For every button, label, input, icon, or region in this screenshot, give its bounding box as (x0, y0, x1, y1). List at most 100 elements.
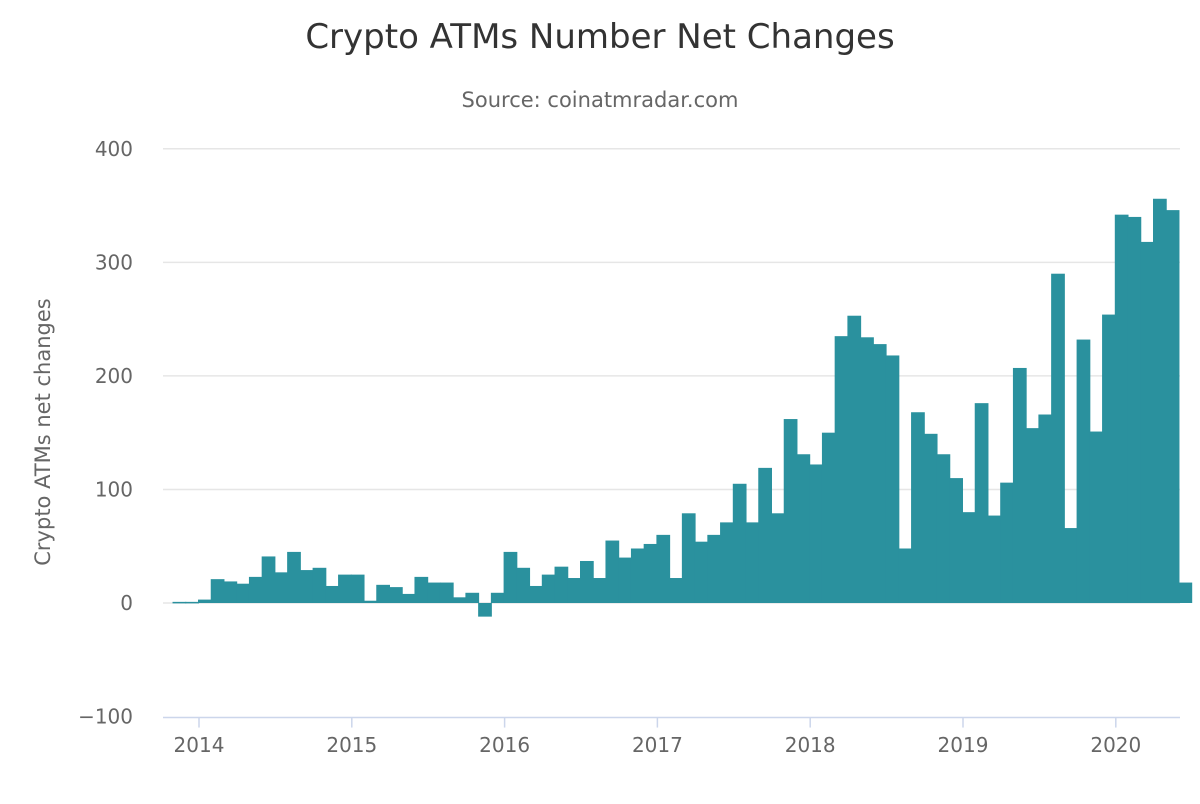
y-tick-label: 200 (95, 364, 133, 388)
bar (541, 574, 556, 603)
bar (885, 355, 900, 603)
bar (974, 403, 989, 603)
bar (274, 572, 289, 603)
bar (567, 578, 581, 603)
bar (185, 601, 199, 604)
bar (1063, 528, 1078, 603)
bar (656, 534, 671, 603)
bar (325, 585, 340, 603)
chart-subtitle: Source: coinatmradar.com (462, 88, 739, 112)
bar (401, 593, 416, 603)
y-axis-label: Crypto ATMs net changes (31, 298, 55, 565)
bar (452, 597, 467, 603)
bar (605, 540, 620, 603)
bar (363, 600, 378, 603)
bar (745, 522, 760, 603)
bar (923, 433, 938, 603)
bar (248, 576, 263, 603)
bar (529, 585, 543, 603)
chart-title: Crypto ATMs Number Net Changes (305, 17, 894, 57)
y-tick-label: 100 (95, 477, 133, 501)
bar (592, 578, 607, 603)
bar (350, 574, 365, 603)
bar (312, 567, 327, 603)
x-tick-label: 2016 (479, 733, 530, 757)
bar (669, 578, 683, 603)
bar (580, 560, 594, 603)
bar (732, 483, 747, 603)
bar (414, 576, 429, 603)
bar (872, 344, 887, 603)
bar (1114, 214, 1129, 603)
bar (987, 515, 1002, 603)
x-tick-label: 2020 (1090, 733, 1141, 757)
y-axis-ticks: −100 0 100 200 300 400 (78, 137, 133, 729)
bar (796, 454, 811, 603)
bar (1025, 428, 1040, 603)
bar (1102, 314, 1116, 603)
bar (1153, 198, 1167, 603)
bar (720, 522, 734, 603)
bars (172, 198, 1193, 617)
bar (287, 551, 301, 603)
bar (261, 556, 276, 603)
bar (210, 579, 225, 603)
bar (643, 543, 658, 603)
bar (771, 513, 785, 603)
x-axis-ticks: 2014 2015 2016 2017 2018 2019 2020 (163, 716, 1180, 757)
bar (809, 464, 823, 603)
y-tick-label: −100 (78, 705, 133, 729)
bar (376, 584, 390, 603)
y-tick-label: 0 (120, 591, 133, 615)
y-tick-label: 300 (95, 250, 133, 274)
bar (338, 574, 352, 603)
bar (236, 583, 250, 603)
bar (490, 592, 505, 603)
bar (223, 581, 238, 603)
bar (936, 454, 951, 603)
bar (1038, 414, 1053, 603)
y-tick-label: 400 (95, 137, 133, 161)
bar (1051, 273, 1065, 603)
bar (694, 541, 709, 603)
bar (821, 432, 836, 603)
bar (389, 587, 403, 603)
bar (949, 478, 963, 603)
bar (439, 582, 454, 603)
bar (1012, 367, 1027, 603)
bar (847, 315, 862, 603)
bar (783, 419, 798, 603)
bar (898, 548, 913, 603)
bar (1127, 216, 1142, 603)
bar (681, 513, 696, 603)
bar (1076, 339, 1091, 603)
x-tick-label: 2019 (938, 733, 989, 757)
x-tick-label: 2018 (785, 733, 836, 757)
bar (172, 601, 187, 604)
bar (1165, 210, 1180, 603)
bar (618, 557, 632, 603)
x-tick-label: 2017 (632, 733, 683, 757)
x-tick-label: 2014 (174, 733, 225, 757)
bar (962, 512, 976, 603)
bar (911, 412, 925, 603)
bar (478, 603, 492, 617)
bar (1000, 482, 1014, 603)
bar (834, 336, 849, 603)
bar (299, 570, 314, 603)
bar (1089, 431, 1104, 603)
bar (707, 534, 722, 603)
bar (1178, 582, 1193, 603)
bar (630, 548, 645, 603)
bar (503, 551, 518, 603)
bar (554, 566, 569, 603)
bar (198, 599, 212, 603)
bar (465, 592, 480, 603)
x-tick-label: 2015 (326, 733, 377, 757)
bar (516, 567, 531, 603)
bar (860, 337, 874, 603)
bar (758, 467, 772, 603)
bar (427, 582, 441, 603)
bar (1140, 241, 1154, 603)
